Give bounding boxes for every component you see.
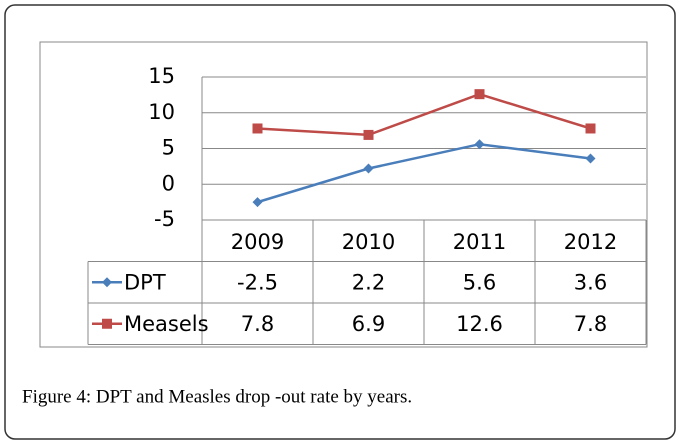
- caption: Figure 4: DPT and Measles drop -out rate…: [22, 386, 412, 407]
- y-tick-label: 10: [148, 100, 175, 124]
- x-tick-label: 2009: [231, 230, 284, 254]
- marker: [363, 163, 374, 174]
- legend-marker: [102, 277, 112, 288]
- legend-marker: [102, 318, 112, 329]
- marker: [474, 89, 485, 100]
- marker: [585, 123, 596, 134]
- data-label: 5.6: [463, 270, 496, 294]
- marker: [585, 153, 596, 164]
- data-label: 7.8: [241, 312, 274, 336]
- x-tick-label: 2010: [342, 230, 395, 254]
- data-label: 2.2: [352, 270, 385, 294]
- series-line: [257, 142, 591, 204]
- y-tick-label: 0: [162, 171, 175, 195]
- y-tick-label: -5: [154, 207, 175, 231]
- marker: [252, 123, 263, 134]
- x-tick-label: 2011: [453, 230, 506, 254]
- data-label: 6.9: [352, 312, 385, 336]
- data-label: 3.6: [574, 270, 607, 294]
- x-tick-label: 2012: [564, 230, 617, 254]
- figure-frame: [4, 4, 676, 440]
- data-label: 7.8: [574, 312, 607, 336]
- chart-frame: [39, 41, 648, 348]
- data-label: -2.5: [237, 270, 278, 294]
- y-tick-label: 15: [148, 64, 175, 88]
- y-tick-label: 5: [162, 136, 175, 160]
- marker: [363, 129, 374, 140]
- legend-label: DPT: [124, 270, 166, 294]
- marker: [252, 197, 263, 208]
- marker: [474, 139, 485, 150]
- data-label: 12.6: [456, 312, 503, 336]
- series-line: [257, 92, 591, 137]
- legend-label: Measels: [124, 312, 209, 336]
